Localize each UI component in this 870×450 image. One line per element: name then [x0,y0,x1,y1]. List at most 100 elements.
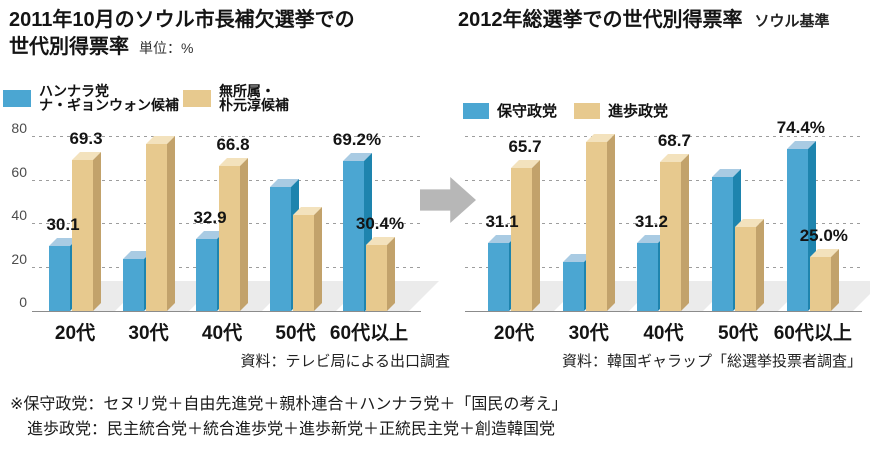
bar [585,134,615,311]
y-tick-label: 20 [11,250,27,267]
bar-group: 32.9 66.8 [193,134,292,311]
legend-label-progressive: 進歩政党 [608,103,669,120]
bar-group: 31.1 65.7 [485,137,584,311]
legend-swatch-blue [463,102,489,119]
bar-value-label: 30.4% [355,213,405,233]
legend-item-conservative: 保守政党 [463,100,557,121]
plot-area: 30.1 69.3 20代 30代 32.9 66.8 40代 50代 69.2% 30.4% 60… [32,129,439,344]
y-tick-label: 80 [11,120,27,136]
x-axis-label: 60代以上 [773,323,852,344]
bar [366,236,395,311]
bar-side-face [830,248,839,311]
bar [196,231,225,311]
footnote-line1: ※保守政党：セヌリ党＋自由先進党＋親朴連合＋ハンナラ党＋「国民の考え」 [10,396,568,413]
bar-side-face [532,160,540,311]
bar [269,179,299,311]
legend-right: 保守政党 進歩政党 [463,100,668,121]
x-axis-label: 30代 [128,323,169,344]
unit-label: 単位：% [139,40,194,56]
bar [809,248,839,311]
x-axis-label: 60代以上 [329,323,409,344]
seoul-basis-label: ソウル基準 [754,13,830,30]
bar-group [712,137,809,311]
legend-label-hannara: ハンナラ党 ナ・ギョンウォン候補 [39,84,179,112]
left-chart-title: 2011年10月のソウル市長補欠選挙での 世代別得票率 単位：% [9,7,355,62]
footnote-line2: 進歩政党：民主統合党＋統合進歩党＋進歩新党＋正統民主党＋創造韓国党 [27,421,556,438]
bar [712,169,742,311]
legend-item-independent: 無所属・ 朴元淳候補 [183,84,289,112]
bar-value-label: 68.7 [657,130,691,150]
source-left: 資料：テレビ局による出口調査 [240,353,450,370]
chart-2011-byelection: 0 20 40 60 80 30.1 69.3 20代 30代 32.9 66.8 40代 50代 69… [0,121,439,344]
x-axis-label: 20代 [54,323,96,344]
y-tick-label: 0 [19,294,27,310]
legend-item-hannara: ハンナラ党 ナ・ギョンウォン候補 [3,84,179,112]
legend-swatch-tan [183,89,211,107]
bar-value-label: 65.7 [508,137,542,157]
x-axis-label: 20代 [493,323,535,344]
bar-group [562,134,659,311]
legend-label-line2: 朴元淳候補 [219,97,289,113]
left-chart-title-line2: 世代別得票率 単位：% [9,34,355,62]
bar [122,250,152,311]
footnote: ※保守政党：セヌリ党＋自由先進党＋親朴連合＋ハンナラ党＋「国民の考え」 進歩政党… [10,392,567,442]
bar-group [269,137,366,311]
bar-group: 30.1 69.3 [46,129,145,311]
bar [786,141,816,311]
bar-side-face [387,236,395,311]
bar [488,235,517,311]
left-chart-title-line1: 2011年10月のソウル市長補欠選挙での [9,9,355,31]
bar [343,152,372,311]
legend-label-independent: 無所属・ 朴元淳候補 [219,84,289,112]
legend-item-progressive: 進歩政党 [574,100,668,121]
bar [72,152,101,311]
bar-side-face [756,219,765,311]
bar-side-face [93,152,101,311]
plot-area: 31.1 65.7 20代 30代 31.2 68.7 40代 50代 74.4% 25.0% 60… [465,118,870,344]
bar-group: 74.4% 25.0% [777,118,870,311]
gridline [465,136,862,137]
bar [292,207,322,311]
bar-group [122,135,219,311]
bar-value-label: 31.2 [634,212,668,232]
bar-value-label: 30.1 [46,214,80,234]
x-axis-label: 30代 [568,323,609,344]
bar [219,157,248,311]
bar [660,153,690,311]
bar [49,237,78,311]
bar-value-label: 32.9 [193,208,227,228]
bar [145,135,175,311]
bar-group: 69.2% 30.4% [333,130,439,311]
x-axis-label: 50代 [718,323,759,344]
right-chart-title-text: 2012年総選挙での世代別得票率 [458,9,743,31]
bar-group: 31.2 68.7 [634,131,734,311]
legend-swatch-blue [3,89,31,107]
bar-value-label: 31.1 [485,212,519,232]
bar-side-face [313,207,322,311]
bar-value-label: 66.8 [216,134,250,154]
bar-value-label: 25.0% [799,225,848,245]
legend-swatch-tan [574,102,601,119]
gridline [32,136,421,137]
chart-2012-general-election: 31.1 65.7 20代 30代 31.2 68.7 40代 50代 74.4% 25.0% 60… [435,118,870,344]
x-axis-label: 40代 [201,323,243,344]
bar [511,160,540,311]
bar-value-label: 69.3 [69,129,103,149]
bar-side-face [606,134,615,311]
bar-value-label: 74.4% [776,118,825,138]
bar [562,254,592,311]
bar-value-label: 69.2% [332,129,382,149]
y-axis: 0 20 40 60 80 [0,121,27,311]
x-axis-label: 50代 [275,323,316,344]
legend-label-line1: 無所属・ [219,83,275,99]
legend-label-line1: ハンナラ党 [39,83,109,99]
source-right: 資料：韓国ギャラップ「総選挙投票者調査」 [561,353,862,370]
bar-side-face [166,135,175,311]
bar-side-face [240,157,248,311]
bar [735,219,765,311]
legend-label-conservative: 保守政党 [497,103,558,120]
y-tick-label: 40 [11,207,27,223]
bar [637,235,667,311]
y-tick-label: 60 [11,163,27,180]
